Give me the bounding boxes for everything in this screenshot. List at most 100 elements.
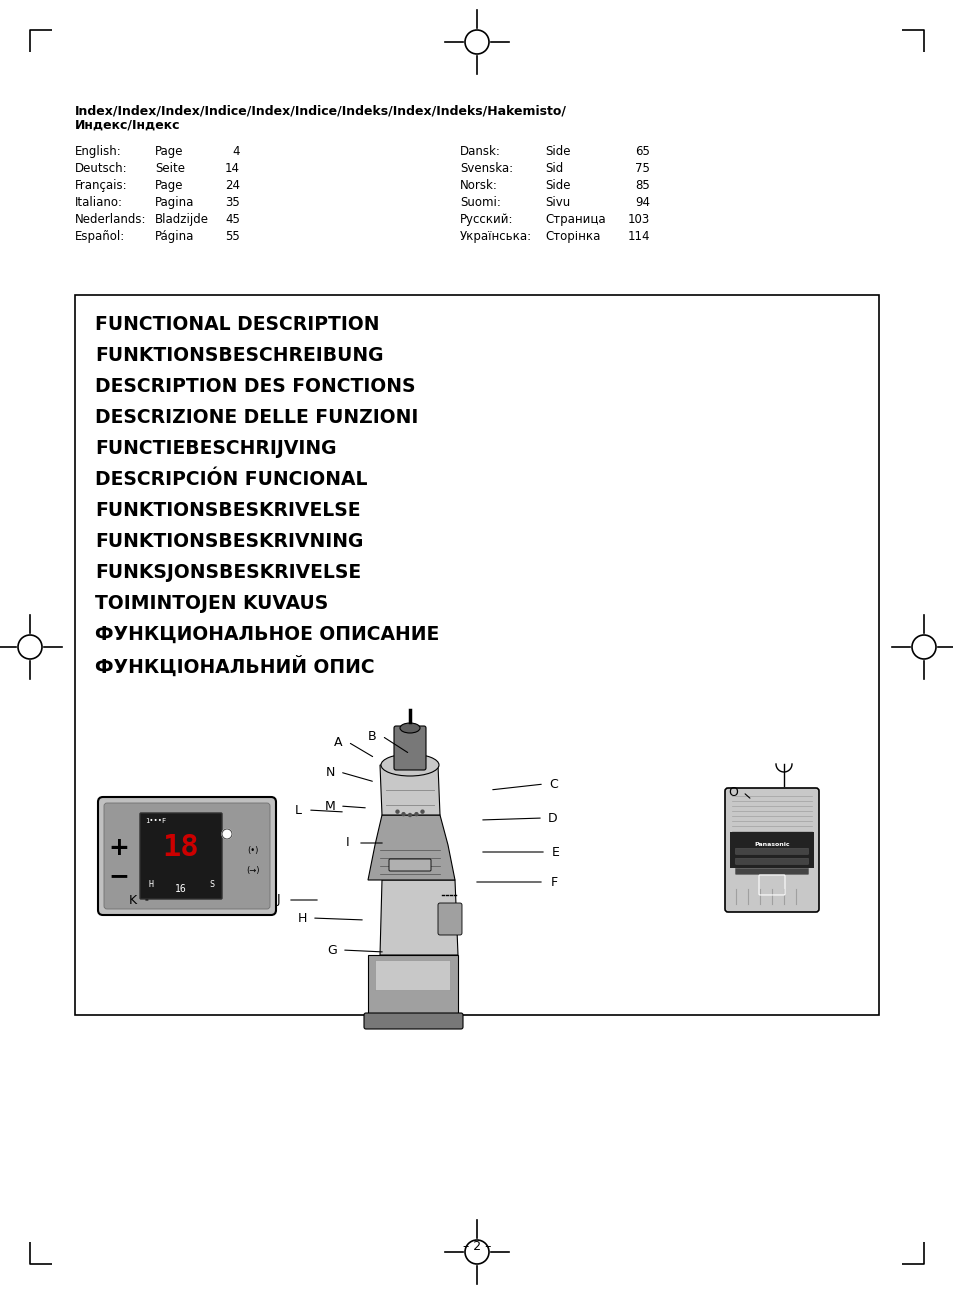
- Text: Fig. 1: Fig. 1: [383, 970, 416, 983]
- Text: 75: 75: [635, 162, 649, 175]
- Text: Side: Side: [544, 145, 570, 158]
- Text: Index/Index/Index/Indice/Index/Indice/Indeks/Index/Indeks/Hakemisto/: Index/Index/Index/Indice/Index/Indice/In…: [75, 105, 566, 118]
- Text: M: M: [324, 800, 335, 813]
- Text: E: E: [552, 845, 559, 858]
- Polygon shape: [368, 955, 457, 1014]
- Text: Side: Side: [544, 179, 570, 192]
- Text: DESCRIZIONE DELLE FUNZIONI: DESCRIZIONE DELLE FUNZIONI: [95, 408, 418, 427]
- FancyBboxPatch shape: [724, 788, 818, 912]
- Circle shape: [415, 813, 417, 815]
- Text: ФУНКЦІОНАЛЬНИЙ ОПИС: ФУНКЦІОНАЛЬНИЙ ОПИС: [95, 656, 375, 677]
- Text: L: L: [294, 804, 301, 817]
- Text: C: C: [549, 778, 558, 791]
- Text: I: I: [346, 836, 350, 849]
- Text: 1•••F: 1•••F: [145, 818, 166, 824]
- FancyBboxPatch shape: [98, 797, 275, 915]
- Text: – 2 –: – 2 –: [462, 1240, 491, 1253]
- Text: FUNKTIONSBESKRIVELSE: FUNKTIONSBESKRIVELSE: [95, 501, 360, 520]
- Text: FUNCTIONAL DESCRIPTION: FUNCTIONAL DESCRIPTION: [95, 314, 379, 334]
- Text: Deutsch:: Deutsch:: [75, 162, 128, 175]
- Text: FUNCTIEBESCHRIJVING: FUNCTIEBESCHRIJVING: [95, 439, 336, 458]
- Text: 18: 18: [162, 833, 199, 863]
- Text: N: N: [325, 766, 335, 779]
- FancyBboxPatch shape: [437, 903, 461, 936]
- FancyBboxPatch shape: [364, 1013, 462, 1029]
- Text: D: D: [548, 811, 558, 824]
- Text: 24: 24: [225, 179, 240, 192]
- Text: Panasonic: Panasonic: [754, 841, 789, 846]
- Text: S: S: [209, 880, 213, 889]
- Text: Nederlands:: Nederlands:: [75, 214, 147, 226]
- Text: J: J: [276, 893, 279, 907]
- Text: Sid: Sid: [544, 162, 562, 175]
- Text: Página: Página: [154, 230, 194, 243]
- Text: DESCRIPTION DES FONCTIONS: DESCRIPTION DES FONCTIONS: [95, 377, 416, 396]
- Text: 103: 103: [627, 214, 649, 226]
- Text: B: B: [367, 730, 375, 743]
- Text: Страница: Страница: [544, 214, 605, 226]
- Text: 14: 14: [225, 162, 240, 175]
- Text: Українська:: Українська:: [459, 230, 532, 243]
- Text: O: O: [727, 785, 738, 798]
- Text: 94: 94: [635, 195, 649, 210]
- Text: 114: 114: [627, 230, 649, 243]
- Text: 35: 35: [225, 195, 240, 210]
- Ellipse shape: [380, 754, 438, 776]
- Text: H: H: [149, 880, 153, 889]
- Polygon shape: [379, 765, 439, 815]
- Polygon shape: [375, 960, 450, 990]
- Text: Русский:: Русский:: [459, 214, 513, 226]
- Circle shape: [222, 829, 232, 839]
- Text: Bladzijde: Bladzijde: [154, 214, 209, 226]
- Text: 85: 85: [635, 179, 649, 192]
- Text: −: −: [109, 864, 130, 888]
- FancyBboxPatch shape: [729, 832, 813, 868]
- Text: English:: English:: [75, 145, 122, 158]
- Circle shape: [408, 814, 411, 817]
- Text: DESCRIPCIÓN FUNCIONAL: DESCRIPCIÓN FUNCIONAL: [95, 470, 367, 489]
- Text: Page: Page: [154, 179, 183, 192]
- Text: 16: 16: [175, 884, 187, 894]
- Text: Page: Page: [154, 145, 183, 158]
- Text: (→): (→): [246, 866, 259, 875]
- Text: H: H: [297, 911, 306, 924]
- Text: (•): (•): [247, 846, 258, 855]
- Text: G: G: [327, 943, 336, 956]
- Text: Italiano:: Italiano:: [75, 195, 123, 210]
- Text: 4: 4: [233, 145, 240, 158]
- Text: FUNKSJONSBESKRIVELSE: FUNKSJONSBESKRIVELSE: [95, 563, 361, 582]
- Circle shape: [395, 810, 398, 813]
- Text: Español:: Español:: [75, 230, 125, 243]
- Text: Pagina: Pagina: [154, 195, 194, 210]
- Text: ФУНКЦИОНАЛЬНОЕ ОПИСАНИЕ: ФУНКЦИОНАЛЬНОЕ ОПИСАНИЕ: [95, 625, 438, 644]
- Text: Norsk:: Norsk:: [459, 179, 497, 192]
- Text: TOIMINTOJEN KUVAUS: TOIMINTOJEN KUVAUS: [95, 594, 328, 613]
- Text: K: K: [129, 893, 137, 907]
- Text: Seite: Seite: [154, 162, 185, 175]
- Polygon shape: [368, 815, 455, 880]
- Text: 55: 55: [225, 230, 240, 243]
- Polygon shape: [379, 880, 457, 955]
- Text: Svenska:: Svenska:: [459, 162, 513, 175]
- Circle shape: [420, 810, 423, 813]
- Text: 65: 65: [635, 145, 649, 158]
- FancyBboxPatch shape: [735, 858, 807, 864]
- FancyBboxPatch shape: [394, 726, 426, 770]
- Text: Sivu: Sivu: [544, 195, 570, 210]
- Circle shape: [401, 813, 405, 815]
- Text: F: F: [550, 876, 557, 889]
- Text: FUNKTIONSBESKRIVNING: FUNKTIONSBESKRIVNING: [95, 532, 363, 551]
- FancyBboxPatch shape: [389, 859, 431, 871]
- Text: FUNKTIONSBESCHREIBUNG: FUNKTIONSBESCHREIBUNG: [95, 345, 383, 365]
- FancyBboxPatch shape: [735, 849, 807, 854]
- FancyBboxPatch shape: [735, 868, 807, 875]
- Text: 45: 45: [225, 214, 240, 226]
- Ellipse shape: [399, 723, 419, 732]
- FancyBboxPatch shape: [140, 813, 222, 899]
- Text: Dansk:: Dansk:: [459, 145, 500, 158]
- Text: Français:: Français:: [75, 179, 128, 192]
- Text: A: A: [334, 735, 342, 748]
- Text: Suomi:: Suomi:: [459, 195, 500, 210]
- Bar: [75, 295, 878, 1014]
- Text: Сторінка: Сторінка: [544, 230, 599, 243]
